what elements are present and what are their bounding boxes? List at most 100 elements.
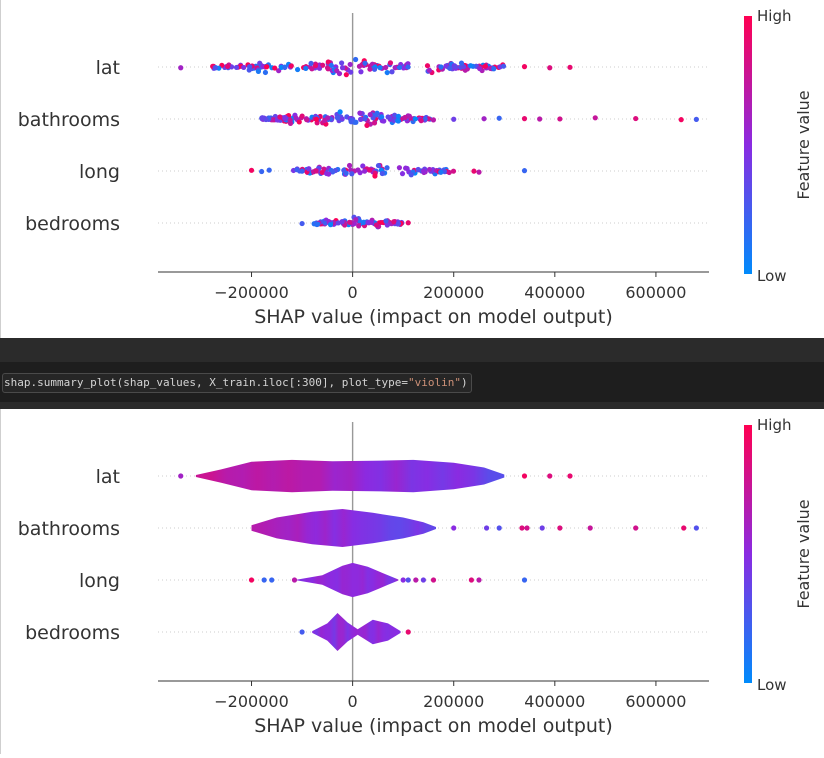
- data-point: [415, 166, 421, 173]
- data-point: [567, 64, 573, 70]
- data-point: [402, 114, 408, 121]
- data-point: [367, 66, 373, 72]
- data-point: [392, 65, 398, 71]
- data-point: [447, 65, 453, 71]
- colorbar-axis-label: Feature value: [794, 90, 813, 199]
- data-point: [406, 113, 412, 119]
- feature-label: long: [79, 570, 120, 592]
- data-point: [379, 114, 385, 120]
- data-point: [299, 168, 305, 174]
- data-point: [358, 116, 364, 122]
- data-point: [418, 118, 424, 124]
- data-point: [426, 67, 432, 73]
- data-point: [330, 169, 336, 175]
- data-point: [272, 65, 278, 71]
- data-point: [357, 110, 363, 116]
- data-point: [361, 219, 367, 225]
- data-point: [259, 115, 265, 121]
- data-point: [678, 117, 684, 123]
- data-point: [264, 64, 270, 70]
- data-point: [384, 165, 390, 171]
- data-point: [367, 112, 373, 118]
- beeswarm-output: lat bathrooms long bedrooms −200000 0 200000 40…: [0, 0, 824, 338]
- data-point: [247, 64, 253, 70]
- outlier-point: [261, 577, 267, 583]
- data-point: [343, 72, 349, 78]
- data-point: [377, 65, 383, 71]
- data-point: [326, 171, 332, 177]
- data-point: [349, 171, 355, 177]
- colorbar: [744, 16, 752, 274]
- data-point: [395, 220, 402, 227]
- data-point: [358, 69, 364, 75]
- data-point: [547, 65, 553, 71]
- data-point: [491, 66, 497, 72]
- data-point: [384, 222, 390, 228]
- data-point: [371, 66, 378, 72]
- data-point: [299, 113, 305, 119]
- data-point: [387, 60, 394, 66]
- outlier-point: [496, 525, 502, 531]
- data-point: [482, 63, 489, 69]
- data-point: [348, 117, 354, 123]
- data-point: [367, 167, 373, 173]
- data-point: [308, 60, 314, 67]
- data-point: [521, 116, 528, 122]
- code-cell[interactable]: shap.summary_plot(shap_values, X_train.i…: [0, 362, 824, 402]
- outlier-point: [405, 577, 411, 583]
- x-tick-label: 600000: [625, 692, 686, 711]
- code-line[interactable]: shap.summary_plot(shap_values, X_train.i…: [2, 373, 472, 393]
- feature-label: bedrooms: [25, 213, 120, 235]
- data-point: [360, 163, 366, 169]
- data-point: [426, 166, 433, 173]
- data-point: [400, 65, 407, 71]
- data-point: [395, 113, 402, 119]
- data-point: [389, 69, 395, 75]
- data-point: [450, 168, 457, 174]
- outlier-point: [521, 473, 528, 479]
- data-point: [438, 169, 444, 175]
- data-point: [364, 122, 370, 128]
- data-point: [405, 220, 411, 226]
- data-point: [424, 63, 431, 69]
- data-point: [337, 109, 343, 115]
- data-point: [458, 60, 465, 66]
- code-string-arg: "violin": [407, 376, 461, 389]
- outlier-point: [557, 525, 563, 531]
- data-point: [339, 65, 346, 71]
- feature-label: lat: [96, 57, 120, 79]
- data-point: [241, 64, 247, 71]
- data-point: [379, 170, 385, 177]
- data-point: [320, 62, 326, 68]
- data-point: [496, 115, 502, 121]
- data-point: [334, 68, 340, 74]
- data-point: [327, 222, 334, 228]
- data-point: [296, 119, 302, 125]
- data-point: [451, 116, 457, 122]
- data-point: [339, 219, 345, 225]
- data-point: [356, 63, 363, 69]
- data-point: [304, 117, 310, 123]
- data-point: [430, 117, 437, 123]
- data-point: [306, 166, 312, 172]
- data-point: [362, 116, 368, 122]
- outlier-point: [539, 525, 545, 531]
- x-tick-label: −200000: [214, 692, 288, 711]
- data-point: [259, 168, 265, 175]
- violin-body: [251, 509, 436, 547]
- data-point: [500, 63, 507, 69]
- points-layer: [178, 56, 699, 230]
- beeswarm-chart: lat bathrooms long bedrooms −200000 0 200000 40…: [18, 7, 813, 328]
- data-point: [477, 65, 483, 72]
- data-point: [294, 167, 300, 173]
- data-point: [178, 65, 184, 71]
- data-point: [255, 68, 262, 74]
- data-point: [362, 168, 368, 174]
- data-point: [693, 116, 699, 122]
- data-point: [384, 69, 390, 76]
- data-point: [346, 219, 353, 225]
- data-point: [362, 60, 368, 66]
- data-point: [325, 66, 331, 72]
- feature-label: long: [79, 161, 120, 183]
- data-point: [557, 116, 563, 122]
